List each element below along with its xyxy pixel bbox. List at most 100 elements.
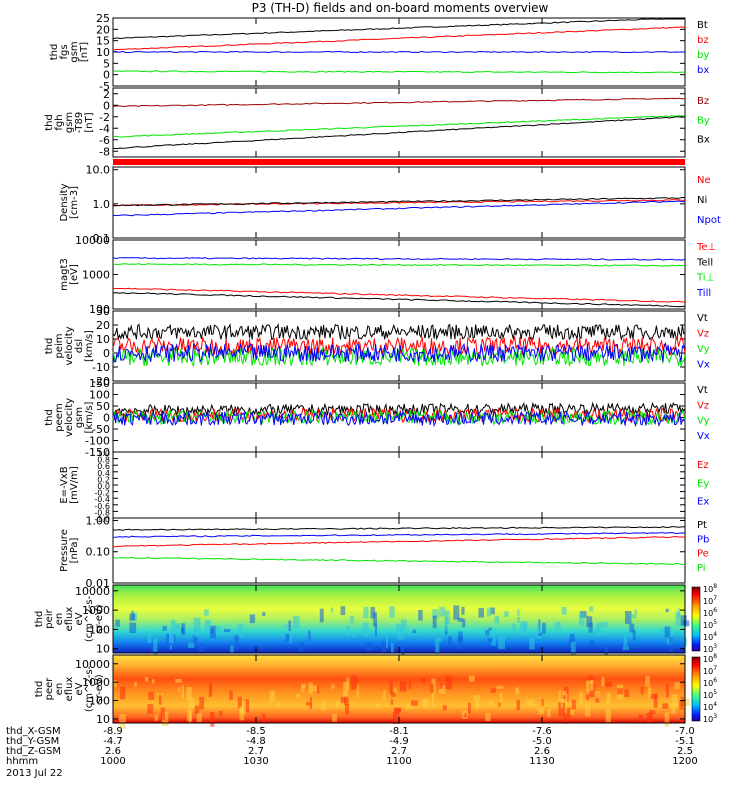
spectrogram-texture xyxy=(346,626,351,637)
spectrogram-texture xyxy=(166,633,170,648)
spectrogram-texture xyxy=(496,685,504,689)
series-line-By xyxy=(112,115,686,138)
legend-Vy: Vy xyxy=(697,344,710,355)
xaxis-row-value: 1030 xyxy=(243,756,268,767)
y-axis-label-line: gsm xyxy=(69,41,80,62)
y-tick-label: 0.4 xyxy=(97,469,110,478)
spectrogram-texture xyxy=(154,714,159,721)
spectrogram-texture xyxy=(370,606,376,619)
spectrogram-texture xyxy=(628,631,635,638)
spectrogram-texture xyxy=(344,697,349,705)
spectrogram-texture xyxy=(488,627,492,631)
xaxis-row-value: 2.7 xyxy=(248,746,264,757)
spectrogram-texture xyxy=(147,630,152,643)
spectrogram-texture xyxy=(262,713,266,723)
spectrogram-texture xyxy=(350,616,354,624)
y-tick-label: -2 xyxy=(99,111,110,124)
panel-frame xyxy=(112,517,686,584)
series-line-Vx xyxy=(112,343,686,364)
y-axis-label-line: -T89 xyxy=(74,112,85,134)
xaxis-row-value: 2.5 xyxy=(677,746,693,757)
y-axis-label-line: gsm xyxy=(74,407,85,428)
spectrogram-texture xyxy=(468,702,471,714)
colorbar-8 xyxy=(691,586,701,652)
plot-title: P3 (TH-D) fields and on-board moments ov… xyxy=(252,1,549,15)
series-line-Npot xyxy=(112,200,686,217)
panel-frame xyxy=(112,451,686,519)
spectrogram-texture xyxy=(558,702,566,717)
xaxis-row-value: -7.6 xyxy=(532,726,552,737)
spectrogram-texture xyxy=(649,710,656,715)
spectrogram-texture xyxy=(537,625,542,639)
y-axis-label-line: magt3 xyxy=(59,258,70,291)
y-tick-label: 100 xyxy=(89,695,110,708)
spectrogram-texture xyxy=(223,629,231,633)
series-line-by xyxy=(112,70,686,74)
y-axis-label-line: [nT] xyxy=(84,112,95,132)
y-axis-label-line: E=-VxB xyxy=(59,466,70,503)
y-axis-label-line: en xyxy=(54,683,65,696)
spectrogram-texture xyxy=(175,678,182,683)
y-tick-label: -150 xyxy=(85,446,110,459)
legend-Vy: Vy xyxy=(697,416,710,427)
xaxis-row-value: -5.1 xyxy=(675,736,695,747)
spectrogram-texture xyxy=(486,607,491,617)
series-line-Pt xyxy=(112,525,686,531)
spectrogram-texture xyxy=(680,615,687,626)
spectrogram-texture xyxy=(475,699,480,709)
spectrogram-texture xyxy=(432,615,437,629)
spectrogram-texture xyxy=(653,693,658,708)
spectrogram-texture xyxy=(439,685,446,694)
spectrogram-texture xyxy=(457,617,464,622)
legend-Ne: Ne xyxy=(697,175,711,186)
panel-7: 1.00 0.10 0.01 Pressure [nPa] Pt Pb Pe Pi xyxy=(59,514,709,590)
spectrogram-texture xyxy=(432,609,439,619)
spectrogram-texture xyxy=(439,683,443,689)
spectrogram-texture xyxy=(498,702,501,707)
y-tick-label: 30 xyxy=(96,305,110,318)
colorbar-label: 107 xyxy=(703,595,717,606)
colorbar-label: 103 xyxy=(703,713,717,724)
spectrogram-texture xyxy=(664,712,670,727)
y-tick-label: -50 xyxy=(92,423,110,436)
spectrogram-texture xyxy=(400,619,407,631)
spectrogram-texture xyxy=(488,700,494,706)
spectrogram-texture xyxy=(311,685,318,692)
series-line-Tell xyxy=(112,292,686,308)
spectrogram-texture xyxy=(584,703,591,717)
legend-By: By xyxy=(697,115,710,126)
series-line-Vt xyxy=(112,322,686,342)
spectrogram-texture xyxy=(186,687,192,700)
y-tick-label: -5 xyxy=(99,80,110,93)
spectrogram-texture xyxy=(435,637,442,642)
legend-Vx: Vx xyxy=(697,431,710,442)
spectrogram-texture xyxy=(520,621,527,629)
colorbar-label: 108 xyxy=(703,653,717,664)
spectrogram-texture xyxy=(490,688,497,693)
y-tick-label: -100 xyxy=(85,435,110,448)
y-tick-label: -0.4 xyxy=(94,495,110,504)
y-axis-label-line: [nPa] xyxy=(69,537,80,563)
panel-6: 1.00.80.60.40.20.0-0.2-0.4-0.6-0.8-1.0 E=… xyxy=(59,449,709,524)
y-axis-label-line: velocity xyxy=(64,398,75,437)
series-line-Pb xyxy=(112,532,686,538)
legend-Till: Till xyxy=(696,288,711,299)
spectrogram-texture xyxy=(408,679,411,689)
spectrogram-texture xyxy=(517,609,520,616)
y-axis-label-line: (cm^2-s- xyxy=(84,595,95,642)
series-line-Ti⊥ xyxy=(112,263,686,267)
red-separator-bar xyxy=(113,159,685,165)
spectrogram-texture xyxy=(579,691,583,705)
spectrogram-texture xyxy=(571,699,576,710)
legend-Te⊥: Te⊥ xyxy=(696,242,716,253)
y-tick-label: 5 xyxy=(103,57,110,70)
y-axis-label-line: sr-eV) xyxy=(94,604,105,633)
xaxis-row-value: -8.5 xyxy=(246,726,266,737)
spectrogram-texture xyxy=(622,645,629,651)
spectrogram-texture xyxy=(330,607,334,613)
series-line-bx xyxy=(112,50,686,54)
spectrogram-texture xyxy=(153,639,158,652)
